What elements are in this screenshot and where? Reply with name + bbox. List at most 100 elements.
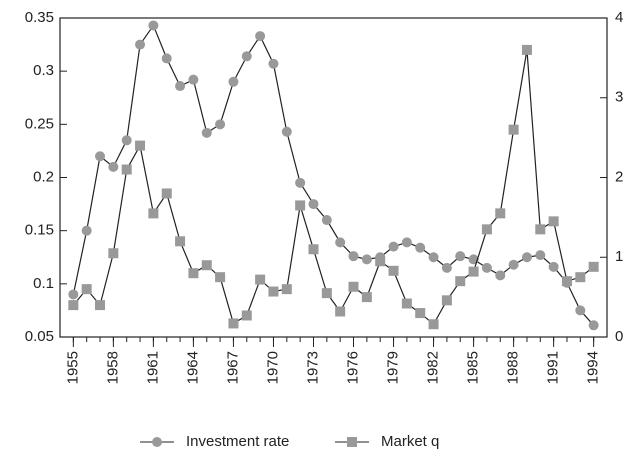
marker — [428, 319, 439, 330]
x-tick-label: 1991 — [545, 351, 562, 384]
marker — [375, 256, 386, 267]
marker — [308, 244, 319, 255]
marker — [68, 289, 79, 300]
marker — [441, 295, 452, 306]
marker — [548, 216, 559, 227]
marker — [215, 119, 226, 130]
series-line — [72, 49, 595, 326]
marker — [321, 288, 332, 299]
marker — [215, 272, 226, 283]
marker — [481, 262, 492, 273]
marker — [255, 274, 266, 285]
legend-label: Market q — [381, 433, 439, 450]
legend-marker — [347, 437, 357, 447]
marker — [241, 51, 252, 62]
legend-item: Investment rate — [140, 433, 289, 450]
marker — [401, 237, 412, 248]
marker — [95, 300, 106, 311]
marker — [588, 261, 599, 272]
plot-frame — [59, 17, 608, 338]
marker — [495, 208, 506, 219]
marker — [428, 252, 439, 263]
marker — [575, 272, 586, 283]
y2-tick-label: 0 — [615, 328, 623, 345]
marker — [81, 284, 92, 295]
x-tick-label: 1979 — [385, 351, 402, 384]
x-tick-label: 1961 — [144, 351, 161, 384]
marker — [121, 164, 132, 175]
series — [68, 44, 599, 330]
marker — [548, 261, 559, 272]
marker — [575, 305, 586, 316]
marker — [361, 254, 372, 265]
legend-item: Market q — [335, 433, 439, 450]
marker — [228, 318, 239, 329]
x-tick-label: 1964 — [184, 351, 201, 384]
marker — [201, 260, 212, 271]
marker — [281, 284, 292, 295]
marker — [148, 20, 159, 31]
y-tick-label: 0.05 — [25, 328, 54, 345]
marker — [321, 215, 332, 226]
x-tick-label: 1958 — [104, 351, 121, 384]
marker — [335, 237, 346, 248]
x-tick-label: 1970 — [264, 351, 281, 384]
y2-tick-label: 3 — [615, 89, 623, 106]
marker — [175, 236, 186, 247]
marker — [268, 286, 279, 297]
marker — [161, 188, 172, 199]
series — [68, 20, 599, 331]
y-tick-label: 0.25 — [25, 115, 54, 132]
marker — [415, 242, 426, 253]
legend-marker — [152, 437, 162, 447]
x-tick-label: 1976 — [344, 351, 361, 384]
marker — [348, 251, 359, 262]
y-tick-label: 0.3 — [33, 62, 54, 79]
x-tick-label: 1982 — [425, 351, 442, 384]
marker — [348, 281, 359, 292]
marker — [201, 127, 212, 138]
marker — [188, 268, 199, 279]
marker — [455, 251, 466, 262]
marker — [521, 44, 532, 55]
marker — [121, 135, 132, 146]
marker — [281, 126, 292, 137]
marker — [508, 259, 519, 270]
x-tick-label: 1955 — [64, 351, 81, 384]
y-tick-label: 0.2 — [33, 168, 54, 185]
marker — [188, 74, 199, 85]
legend-label: Investment rate — [186, 433, 289, 450]
marker — [481, 224, 492, 235]
marker — [361, 292, 372, 303]
marker — [308, 199, 319, 210]
y2-tick-label: 4 — [615, 9, 623, 26]
marker — [81, 225, 92, 236]
x-tick-label: 1988 — [505, 351, 522, 384]
y-tick-label: 0.15 — [25, 222, 54, 239]
marker — [228, 76, 239, 87]
marker — [415, 308, 426, 319]
marker — [135, 140, 146, 151]
marker — [495, 270, 506, 281]
marker — [148, 208, 159, 219]
marker — [255, 31, 266, 42]
marker — [68, 300, 79, 311]
marker — [441, 262, 452, 273]
marker — [268, 58, 279, 69]
marker — [295, 177, 306, 188]
x-tick-label: 1967 — [224, 351, 241, 384]
marker — [108, 161, 119, 172]
marker — [388, 265, 399, 276]
marker — [508, 124, 519, 135]
series-line — [72, 24, 595, 326]
y2-tick-label: 2 — [615, 168, 623, 185]
marker — [535, 250, 546, 261]
marker — [455, 276, 466, 287]
marker — [388, 241, 399, 252]
marker — [108, 248, 119, 259]
marker — [561, 276, 572, 287]
marker — [135, 39, 146, 50]
x-tick-label: 1985 — [465, 351, 482, 384]
x-tick-label: 1994 — [585, 351, 602, 384]
marker — [401, 298, 412, 309]
